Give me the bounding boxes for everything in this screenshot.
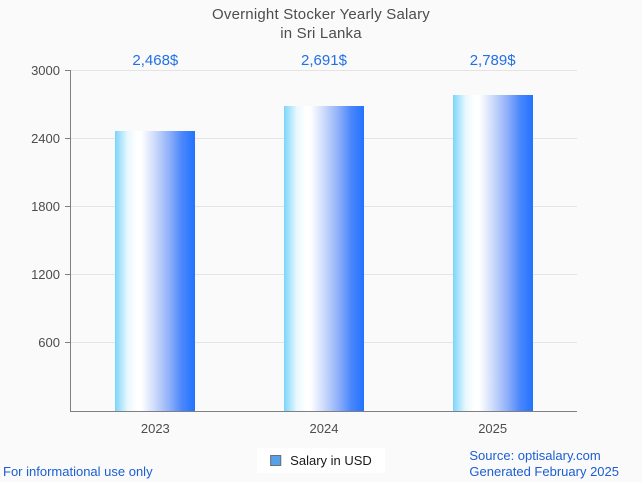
bar-2024[interactable] xyxy=(283,106,364,411)
y-tick xyxy=(65,70,71,71)
bar-2023[interactable] xyxy=(115,131,196,411)
y-tick-label: 3000 xyxy=(31,63,60,78)
bar-value-label: 2,789$ xyxy=(469,52,516,69)
bar-band: 2,789$ 2025 xyxy=(408,52,577,436)
y-tick xyxy=(65,342,71,343)
y-axis-labels: 600 1200 1800 2400 3000 xyxy=(0,63,60,411)
footer-generated: Generated February 2025 xyxy=(469,463,619,479)
footer-source-block: Source: optisalary.com Generated Februar… xyxy=(469,448,619,481)
legend-swatch-icon xyxy=(270,455,282,466)
y-tick-label: 2400 xyxy=(31,131,60,146)
bar-value-label: 2,691$ xyxy=(301,52,347,69)
bar-band: 2,691$ 2024 xyxy=(240,52,409,436)
chart-title-line1: Overnight Stocker Yearly Salary xyxy=(212,6,430,23)
legend-label: Salary in USD xyxy=(290,453,372,468)
gridline xyxy=(71,70,577,71)
y-tick-label: 600 xyxy=(38,335,60,350)
y-tick xyxy=(65,274,71,275)
bar-band: 2,468$ 2023 xyxy=(71,52,240,436)
x-tick-label: 2024 xyxy=(309,421,339,436)
y-tick-label: 1800 xyxy=(31,199,60,214)
bar-value-label: 2,468$ xyxy=(132,52,179,69)
bar-2025[interactable] xyxy=(452,94,533,411)
chart-title-line2: in Sri Lanka xyxy=(280,24,362,42)
y-tick xyxy=(65,138,71,139)
footer-source: Source: optisalary.com xyxy=(469,447,601,463)
legend: Salary in USD xyxy=(257,448,385,473)
y-tick-label: 1200 xyxy=(31,267,60,282)
chart-title: Overnight Stocker Yearly Salary in Sri L… xyxy=(0,6,642,44)
footer-disclaimer: For informational use only xyxy=(3,464,153,479)
y-tick xyxy=(65,206,71,207)
x-tick-label: 2023 xyxy=(140,421,170,436)
plot-area: 2,468$ 2023 2,691$ 2024 2,789$ 2025 xyxy=(65,52,577,436)
x-tick-label: 2025 xyxy=(478,421,508,436)
